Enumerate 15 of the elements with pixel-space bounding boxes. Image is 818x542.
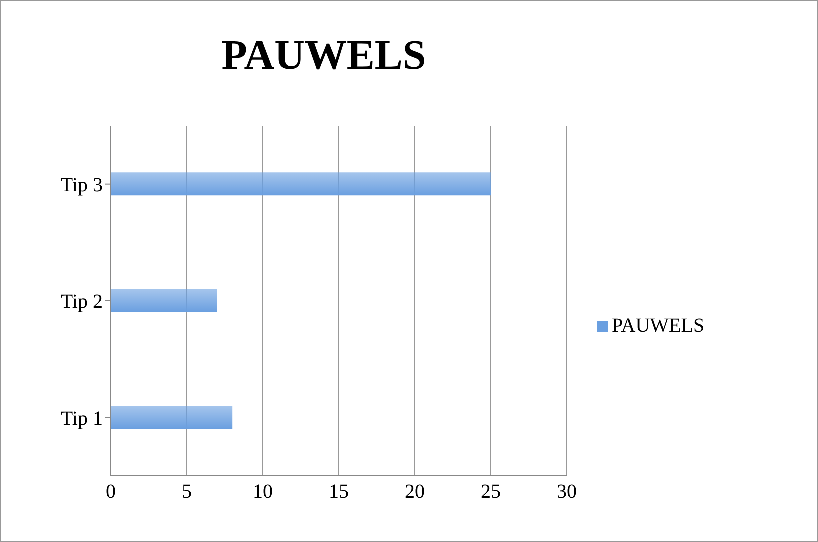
bar <box>111 406 233 429</box>
bar <box>111 289 218 312</box>
chart-title: PAUWELS <box>220 32 428 81</box>
x-tick-label: 0 <box>106 481 116 504</box>
bar <box>111 172 491 196</box>
y-tick-label: Tip 2 <box>60 291 103 314</box>
x-tick-label: 10 <box>253 481 273 504</box>
x-tick-label: 30 <box>557 481 577 504</box>
x-tick-label: 15 <box>329 481 349 504</box>
y-tick-label: Tip 1 <box>60 408 103 430</box>
x-tick-label: 5 <box>182 481 192 504</box>
y-tick-label: Tip 3 <box>60 174 103 196</box>
x-tick-label: 25 <box>481 481 501 504</box>
x-tick-label: 20 <box>405 481 425 504</box>
legend-label: PAUWELS <box>612 314 705 338</box>
